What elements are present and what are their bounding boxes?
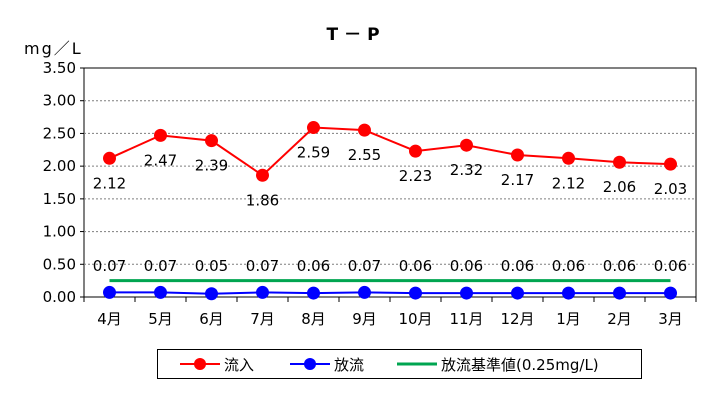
y-tick-label: 1.50 (43, 190, 76, 208)
x-tick-label: 2月 (607, 310, 632, 328)
data-point-discharge (103, 285, 116, 299)
y-tick-label: 2.50 (43, 124, 76, 142)
series-line-inflow (109, 126, 671, 177)
data-label-inflow: 2.32 (450, 161, 483, 179)
x-tick-label: 9月 (352, 310, 377, 328)
data-label-inflow: 2.06 (603, 178, 636, 196)
data-point-discharge (409, 286, 422, 300)
data-point-discharge (256, 285, 269, 299)
data-label-inflow: 2.12 (552, 174, 585, 192)
legend-item-inflow: 流入 (178, 350, 254, 378)
data-point-discharge (511, 286, 524, 300)
data-point-discharge (307, 286, 320, 300)
y-tick-label: 0.00 (43, 288, 76, 306)
data-label-inflow: 2.17 (501, 171, 534, 189)
data-label-discharge: 0.06 (654, 257, 687, 275)
legend-label-discharge: 放流 (334, 355, 365, 374)
data-label-inflow: 2.59 (297, 144, 330, 162)
data-label-discharge: 0.07 (348, 257, 381, 275)
data-point-inflow (613, 155, 626, 169)
data-label-inflow: 2.55 (348, 146, 381, 164)
x-tick-label: 1月 (556, 310, 581, 328)
data-point-inflow (103, 151, 116, 165)
y-tick-label: 0.50 (43, 255, 76, 273)
x-tick-label: 10月 (398, 310, 432, 328)
data-label-inflow: 2.39 (195, 157, 228, 175)
y-tick-label: 1.00 (43, 223, 76, 241)
y-tick-label: 2.00 (43, 157, 76, 175)
data-point-inflow (307, 121, 320, 135)
legend-inflow-symbol-icon (180, 358, 220, 370)
data-label-discharge: 0.06 (399, 257, 432, 275)
legend: 流入 放流 放流基準値(0.25mg/L) (157, 349, 642, 379)
legend-item-discharge: 放流 (288, 350, 364, 378)
data-label-inflow: 2.03 (654, 180, 687, 198)
data-point-inflow (409, 144, 422, 158)
data-point-inflow (205, 134, 218, 148)
data-point-inflow (154, 128, 167, 142)
data-label-inflow: 2.12 (93, 174, 126, 192)
chart-title: T－P (326, 25, 386, 45)
data-point-inflow (460, 138, 473, 152)
data-point-discharge (664, 286, 677, 300)
legend-label-standard: 放流基準値(0.25mg/L) (441, 355, 599, 374)
data-point-inflow (256, 168, 269, 182)
x-tick-label: 6月 (199, 310, 224, 328)
x-tick-label: 11月 (449, 310, 483, 328)
data-label-inflow: 1.86 (246, 191, 279, 209)
x-tick-label: 4月 (97, 310, 122, 328)
data-point-inflow (511, 148, 524, 162)
data-point-discharge (460, 286, 473, 300)
x-tick-label: 7月 (250, 310, 275, 328)
data-label-discharge: 0.06 (297, 257, 330, 275)
data-point-discharge (205, 287, 218, 301)
data-point-discharge (154, 285, 167, 299)
series-line-discharge (109, 291, 671, 295)
plot-area (83, 67, 697, 298)
data-point-discharge (562, 286, 575, 300)
x-tick-label: 8月 (301, 310, 326, 328)
data-point-discharge (358, 285, 371, 299)
x-tick-label: 3月 (658, 310, 683, 328)
data-label-discharge: 0.06 (552, 257, 585, 275)
y-axis-unit-label: mg／L (24, 39, 83, 58)
data-label-discharge: 0.07 (144, 257, 177, 275)
data-label-discharge: 0.07 (246, 257, 279, 275)
legend-standard-symbol-icon (397, 362, 437, 366)
data-label-discharge: 0.06 (603, 257, 636, 275)
data-point-inflow (562, 151, 575, 165)
data-point-discharge (613, 286, 626, 300)
data-point-inflow (358, 123, 371, 137)
data-label-discharge: 0.06 (501, 257, 534, 275)
legend-label-inflow: 流入 (224, 355, 255, 374)
x-tick-label: 12月 (500, 310, 534, 328)
data-label-discharge: 0.06 (450, 257, 483, 275)
data-label-inflow: 2.23 (399, 167, 432, 185)
data-label-discharge: 0.05 (195, 257, 228, 275)
y-tick-label: 3.50 (43, 59, 76, 77)
data-label-discharge: 0.07 (93, 257, 126, 275)
y-tick-label: 3.00 (43, 92, 76, 110)
x-tick-label: 5月 (148, 310, 173, 328)
data-point-inflow (664, 157, 677, 171)
data-label-inflow: 2.47 (144, 151, 177, 169)
legend-discharge-symbol-icon (290, 358, 330, 370)
legend-item-standard: 放流基準値(0.25mg/L) (395, 350, 599, 378)
